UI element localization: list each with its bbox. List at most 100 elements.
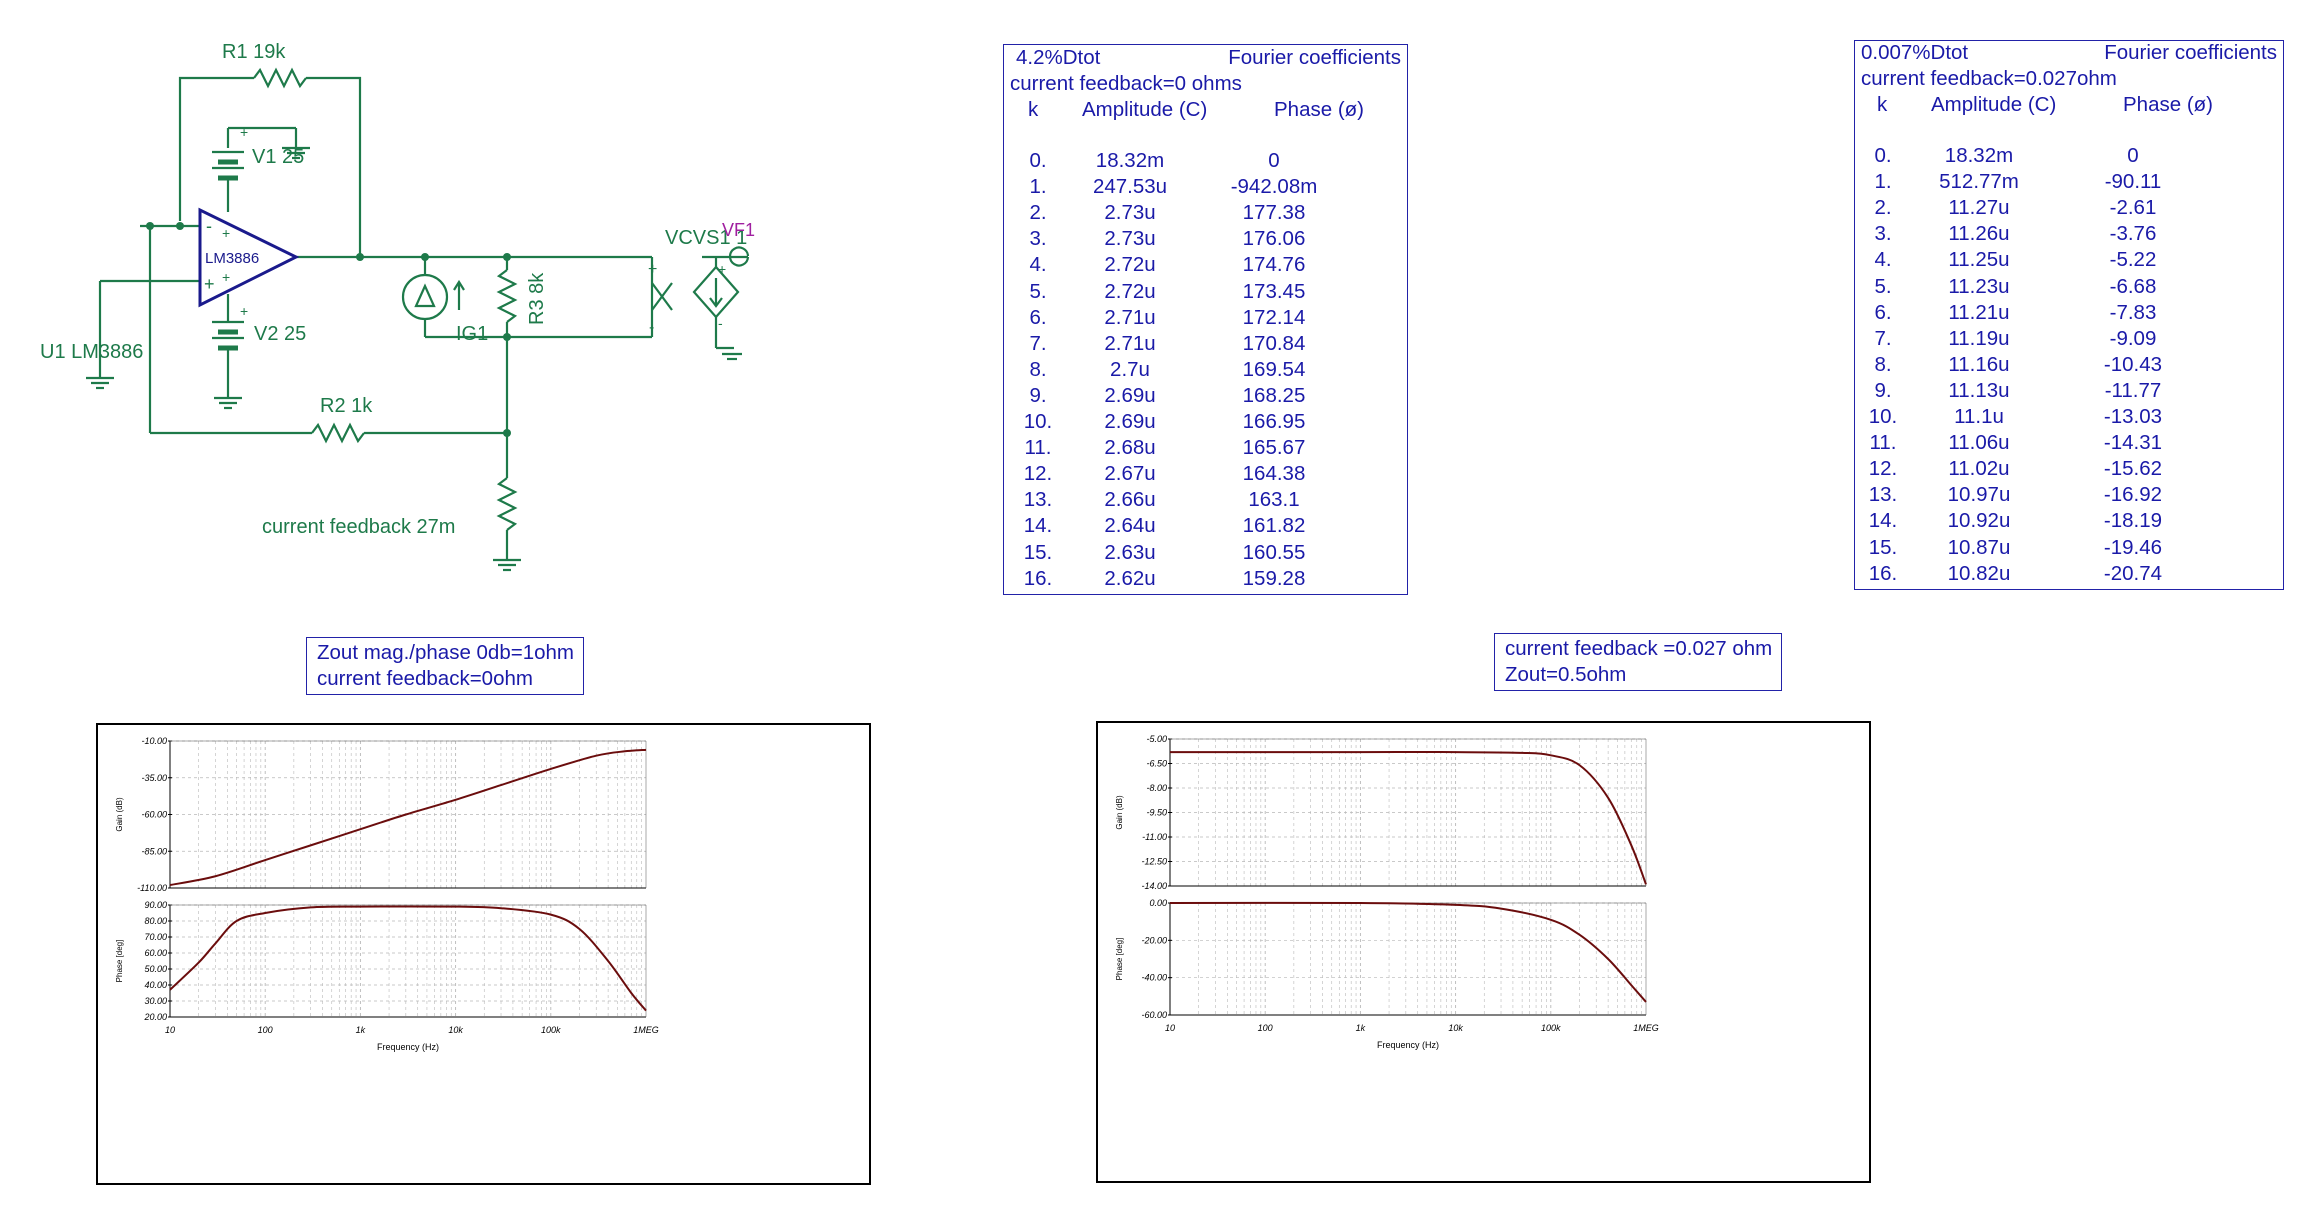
y-axis-label: Phase [deg] <box>115 940 124 983</box>
x-tick-label: 100k <box>541 1025 561 1035</box>
table-row: 12. 11.02u -15.62 <box>1855 457 2283 483</box>
x-tick-label: 10 <box>165 1025 175 1035</box>
y-tick-label: 60.00 <box>144 948 167 958</box>
table-row: 10. 11.1u -13.03 <box>1855 405 2283 431</box>
harmonic-k: 16. <box>1023 566 1053 590</box>
amplitude-value: 2.7u <box>1110 357 1150 381</box>
series-line <box>169 748 647 887</box>
harmonic-k: 15. <box>1868 535 1898 559</box>
amplitude-value: 2.64u <box>1104 514 1156 538</box>
y-axis-label: Gain (dB) <box>115 797 124 832</box>
table-row: 8. 11.16u -10.43 <box>1855 353 2283 379</box>
table-row: 13. 2.66u 163.1 <box>1004 488 1407 514</box>
ig1-current-source <box>401 273 449 321</box>
harmonic-k: 9. <box>1029 383 1047 407</box>
v1-plus: + <box>240 124 248 140</box>
x-tick-label: 1MEG <box>1633 1023 1659 1033</box>
series-line <box>1169 901 1647 1003</box>
amplitude-value: 11.26u <box>1948 222 2010 246</box>
amplitude-value: 2.62u <box>1104 566 1156 590</box>
x-tick-label: 10k <box>448 1025 463 1035</box>
phase-value: 166.95 <box>1242 410 1306 433</box>
x-tick-label: 100 <box>258 1025 273 1035</box>
phase-value: -14.31 <box>2103 431 2163 455</box>
table-row: 13. 10.97u -16.92 <box>1855 483 2283 509</box>
harmonic-k: 7. <box>1874 326 1892 350</box>
amplitude-value: 2.69u <box>1104 383 1156 407</box>
amplitude-value: 2.69u <box>1104 410 1156 433</box>
r3-resistor <box>496 269 518 323</box>
harmonic-k: 9. <box>1874 378 1892 402</box>
harmonic-k: 6. <box>1874 300 1892 324</box>
y-tick-label: 80.00 <box>144 916 167 926</box>
note-line: current feedback=0ohm <box>317 667 533 690</box>
table-row: 14. 2.64u 161.82 <box>1004 514 1407 540</box>
harmonic-k: 3. <box>1874 222 1892 246</box>
harmonic-k: 11. <box>1024 436 1052 460</box>
vcvs-in-minus: - <box>649 319 654 336</box>
table-row: 7. 11.19u -9.09 <box>1855 327 2283 353</box>
table-row: 16. 10.82u -20.74 <box>1855 562 2283 588</box>
phase-value: 163.1 <box>1248 488 1300 512</box>
table-row: 11. 11.06u -14.31 <box>1855 431 2283 457</box>
phase-value: 168.25 <box>1242 383 1306 407</box>
x-tick-label: 100k <box>1541 1023 1561 1033</box>
bode-plot-left-svg: -10.00 -35.00 -60.00 -85.00 -110.00 Gain (dB)… <box>115 736 659 1052</box>
bode-plot-left: -10.00 -35.00 -60.00 -85.00 -110.00 Gain (dB)… <box>96 723 871 1185</box>
col-amplitude: Amplitude (C) <box>1931 93 2057 116</box>
phase-value: -2.61 <box>2109 196 2157 220</box>
y-tick-label: -60.00 <box>141 810 167 820</box>
amplitude-value: 11.27u <box>1948 196 2010 220</box>
fourier-title-left: 4.2%Dtot <box>1016 46 1101 69</box>
phase-value: -5.22 <box>2109 248 2157 272</box>
phase-value: -942.08m <box>1230 175 1318 199</box>
table-row: 6. 2.71u 172.14 <box>1004 306 1407 332</box>
harmonic-k: 7. <box>1029 331 1047 355</box>
r2-resistor <box>311 422 365 444</box>
y-tick-label: 30.00 <box>144 996 167 1006</box>
harmonic-k: 4. <box>1029 253 1047 277</box>
harmonic-k: 8. <box>1874 352 1892 376</box>
amplitude-value: 11.02u <box>1948 457 2010 481</box>
harmonic-k: 4. <box>1874 248 1892 272</box>
amplitude-value: 10.87u <box>1947 535 2011 559</box>
amplitude-value: 512.77m <box>1939 170 2019 194</box>
wire <box>306 76 362 257</box>
lm3886-opamp <box>198 207 300 308</box>
amplitude-value: 18.32m <box>1095 149 1165 172</box>
feedback-label: current feedback 27m <box>262 516 455 538</box>
harmonic-k: 13. <box>1023 488 1053 512</box>
series-line <box>1170 751 1647 885</box>
amplitude-value: 11.21u <box>1948 300 2010 324</box>
y-axis-label: Phase [deg] <box>1115 938 1124 981</box>
note-right: current feedback =0.027 ohm Zout=0.5ohm <box>1494 633 1782 691</box>
y-tick-label: -12.50 <box>1141 857 1167 867</box>
phase-value: -7.83 <box>2109 300 2157 324</box>
harmonic-k: 2. <box>1874 196 1892 220</box>
y-tick-label: 0.00 <box>1149 898 1167 908</box>
x-tick-label: 1MEG <box>633 1025 659 1035</box>
y-tick-label: -5.00 <box>1146 734 1167 744</box>
amplitude-value: 2.66u <box>1104 488 1156 512</box>
amplitude-value: 11.25u <box>1948 248 2010 272</box>
phase-value: -10.43 <box>2103 352 2163 376</box>
y-tick-label: -85.00 <box>141 846 167 856</box>
note-left: Zout mag./phase 0db=1ohm current feedbac… <box>306 637 584 695</box>
phase-value: -15.62 <box>2103 457 2163 481</box>
col-k: k <box>1877 93 1888 116</box>
amplitude-value: 11.23u <box>1948 274 2010 298</box>
table-row: 6. 11.21u -7.83 <box>1855 301 2283 327</box>
amplitude-value: 2.72u <box>1104 253 1156 277</box>
table-row: 2. 2.73u 177.38 <box>1004 201 1407 227</box>
amplitude-value: 2.68u <box>1104 436 1156 460</box>
y-tick-label: -40.00 <box>1141 973 1167 983</box>
phase-value: -13.03 <box>2103 405 2163 428</box>
harmonic-k: 13. <box>1868 483 1898 507</box>
phase-value: -9.09 <box>2109 326 2157 350</box>
ig1-label: IG1 <box>456 323 488 345</box>
series-line <box>169 905 647 1012</box>
y-tick-label: -20.00 <box>1141 935 1167 945</box>
col-phase: Phase (ø) <box>2123 93 2213 116</box>
harmonic-k: 10. <box>1023 410 1053 433</box>
phase-value: 160.55 <box>1242 540 1306 564</box>
